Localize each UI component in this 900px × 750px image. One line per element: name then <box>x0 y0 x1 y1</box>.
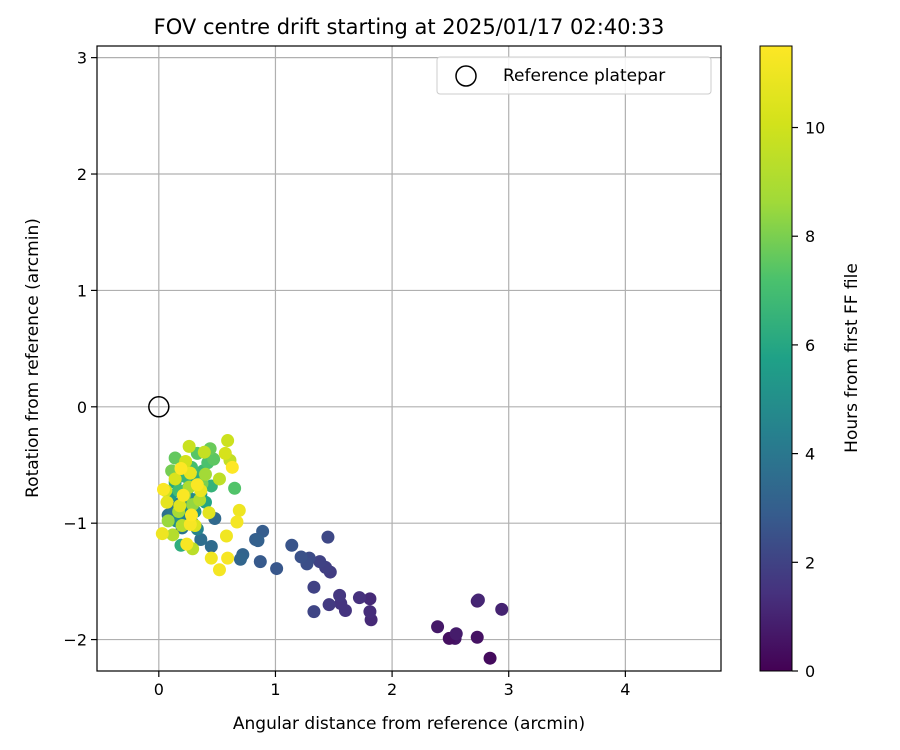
scatter-point <box>483 651 497 665</box>
scatter-point <box>168 472 182 486</box>
scatter-point <box>363 592 377 606</box>
scatter-point <box>182 439 196 453</box>
y-axis-label: Rotation from reference (arcmin) <box>23 218 43 498</box>
colorbar-ticks: 0 2 4 6 8 10 <box>792 119 825 681</box>
scatter-point <box>251 534 265 548</box>
scatter-point <box>221 551 235 565</box>
scatter-point <box>363 605 377 619</box>
scatter-point <box>471 593 485 607</box>
scatter-point <box>218 446 232 460</box>
y-axis-ticks: −2 −1 0 1 2 3 <box>63 49 97 650</box>
scatter-point <box>174 461 188 475</box>
scatter-point <box>212 563 226 577</box>
scatter-point <box>221 434 235 448</box>
plot-frame <box>96 45 722 672</box>
scatter-point <box>156 482 170 496</box>
scatter-point <box>431 620 445 634</box>
scatter-point <box>198 467 212 481</box>
scatter-point <box>225 460 239 474</box>
scatter-point <box>219 529 233 543</box>
colorbar: 0 2 4 6 8 10 Hours from first FF file <box>759 45 862 681</box>
scatter-point <box>202 506 216 520</box>
x-tick-label: 1 <box>270 680 280 699</box>
scatter-point <box>313 555 327 569</box>
scatter-point <box>352 591 366 605</box>
y-tick-label: 1 <box>77 281 87 300</box>
scatter-point <box>184 508 198 522</box>
x-tick-label: 4 <box>620 680 630 699</box>
y-tick-label: −1 <box>63 514 87 533</box>
scatter-point <box>470 630 484 644</box>
scatter-point <box>321 530 335 544</box>
scatter-point <box>160 495 174 509</box>
chart-title: FOV centre drift starting at 2025/01/17 … <box>154 15 665 39</box>
grid-lines <box>97 46 721 671</box>
scatter-point <box>285 538 299 552</box>
scatter-point <box>161 514 175 528</box>
y-tick-label: −2 <box>63 631 87 650</box>
scatter-point <box>204 551 218 565</box>
x-tick-label: 3 <box>504 680 514 699</box>
scatter-point <box>270 562 284 576</box>
scatter-point <box>232 503 246 517</box>
colorbar-tick-label: 2 <box>805 553 815 572</box>
scatter-point <box>230 515 244 529</box>
colorbar-label: Hours from first FF file <box>842 263 862 453</box>
y-tick-label: 0 <box>77 398 87 417</box>
scatter-point <box>168 451 182 465</box>
scatter-point <box>212 472 226 486</box>
colorbar-tick-label: 8 <box>805 227 815 246</box>
x-tick-label: 0 <box>154 680 164 699</box>
scatter-point <box>173 499 187 513</box>
scatter-point <box>307 580 321 594</box>
legend-entry-reference-platepar: Reference platepar <box>503 66 665 86</box>
reference-platepar-marker <box>148 396 170 418</box>
scatter-point <box>155 527 169 541</box>
scatter-point <box>333 588 347 602</box>
y-tick-label: 3 <box>77 49 87 68</box>
scatter-point <box>253 555 267 569</box>
colorbar-tick-label: 10 <box>805 119 825 138</box>
scatter-points <box>155 434 509 665</box>
scatter-point <box>294 550 308 564</box>
colorbar-tick-label: 0 <box>805 662 815 681</box>
scatter-point <box>204 539 218 553</box>
legend: Reference platepar <box>436 56 712 95</box>
scatter-point <box>207 452 221 466</box>
y-tick-label: 2 <box>77 165 87 184</box>
scatter-point <box>180 537 194 551</box>
scatter-point <box>322 598 336 612</box>
colorbar-tick-label: 4 <box>805 445 815 464</box>
scatter-point <box>166 528 180 542</box>
scatter-point <box>197 445 211 459</box>
scatter-point <box>307 605 321 619</box>
colorbar-gradient <box>759 45 793 672</box>
scatter-point <box>194 532 208 546</box>
scatter-point <box>449 627 463 641</box>
scatter-point <box>176 488 190 502</box>
scatter-point <box>233 552 247 566</box>
x-axis-ticks: 0 1 2 3 4 <box>154 671 630 699</box>
legend-marker-icon <box>455 65 477 87</box>
x-axis-label: Angular distance from reference (arcmin) <box>233 714 585 734</box>
colorbar-tick-label: 6 <box>805 336 815 355</box>
x-tick-label: 2 <box>387 680 397 699</box>
legend-box <box>436 56 712 95</box>
scatter-point <box>495 602 509 616</box>
scatter-point <box>190 478 204 492</box>
scatter-point <box>228 481 242 495</box>
